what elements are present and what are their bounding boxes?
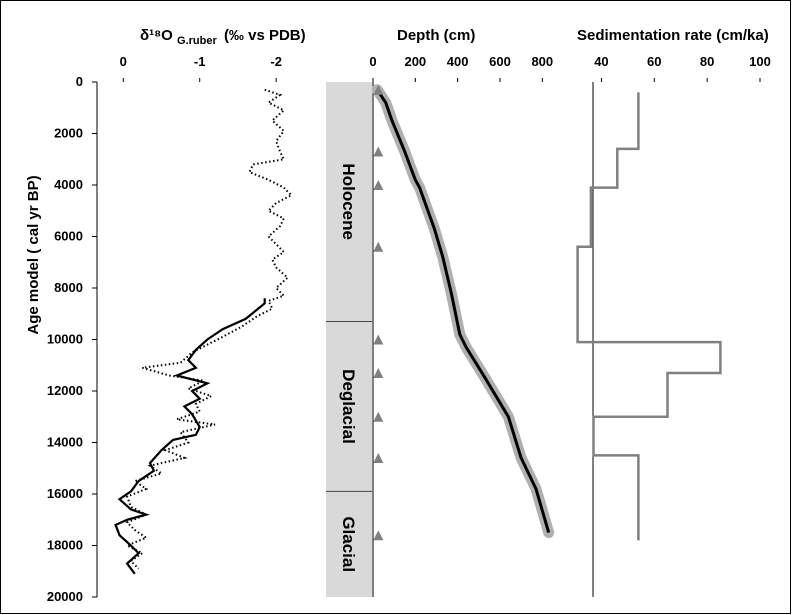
- d18o-series: [114, 88, 294, 575]
- age-control-triangle: [373, 180, 384, 190]
- x-tick-label: 100: [749, 54, 771, 69]
- age-axis-label: Age model ( cal yr BP): [25, 175, 42, 334]
- d18o-title: δ¹⁸O G.ruber (‰ vs PDB): [140, 27, 306, 48]
- x-tick-label: -2: [270, 54, 282, 69]
- d18o-solid-line: [114, 298, 266, 575]
- age-control-triangle: [373, 334, 384, 345]
- age-depth-series: [371, 84, 555, 539]
- x-tick-label: 800: [531, 54, 553, 69]
- d18o-dotted-line: [124, 88, 294, 570]
- depth-panel: Depth (cm) Holocene Deglacial Glacial 0 200…: [326, 27, 555, 597]
- age-control-triangle: [373, 241, 384, 252]
- d18o-panel: δ¹⁸O G.ruber (‰ vs PDB) 0 -1 -2 0 2000 4000 6…: [47, 27, 306, 604]
- age-tick-label: 20000: [47, 589, 83, 604]
- x-tick-label: 60: [647, 54, 661, 69]
- depth-x-ticks: 0 200 400 600 800: [369, 54, 553, 82]
- age-tick-label: 2000: [54, 126, 83, 141]
- x-tick-label: 0: [369, 54, 376, 69]
- age-tick-label: 0: [76, 74, 83, 89]
- age-y-ticks: 0 2000 4000 6000 8000 10000 12000 14000 16000 180…: [47, 74, 97, 604]
- stage-label: Deglacial: [339, 369, 358, 444]
- age-tick-label: 10000: [47, 332, 83, 347]
- age-tick-label: 14000: [47, 435, 83, 450]
- age-control-triangle: [373, 452, 384, 463]
- age-control-triangle: [373, 146, 384, 157]
- sedrate-series: [576, 92, 722, 541]
- sedrate-step-line: [576, 92, 722, 541]
- stage-band: Holocene Deglacial Glacial: [326, 82, 372, 597]
- age-control-points: [373, 84, 384, 541]
- stage-band-fill: [326, 82, 372, 597]
- age-tick-label: 8000: [54, 280, 83, 295]
- age-control-triangle: [373, 367, 384, 378]
- x-tick-label: 0: [120, 54, 127, 69]
- sedrate-title: Sedimentation rate (cm/ka): [577, 27, 769, 44]
- stage-label: Holocene: [339, 163, 358, 240]
- x-tick-label: 80: [700, 54, 714, 69]
- sedrate-panel: Sedimentation rate (cm/ka) 40 60 80 100: [576, 27, 771, 597]
- age-control-triangle: [373, 411, 384, 422]
- age-tick-label: 16000: [47, 486, 83, 501]
- x-tick-label: 200: [404, 54, 426, 69]
- age-tick-label: 12000: [47, 383, 83, 398]
- age-control-triangle: [373, 84, 384, 95]
- age-control-triangle: [373, 530, 384, 541]
- d18o-title-main: δ¹⁸O: [140, 27, 173, 44]
- age-tick-label: 18000: [47, 538, 83, 553]
- sedrate-x-ticks: 40 60 80 100: [594, 54, 771, 82]
- age-tick-label: 4000: [54, 177, 83, 192]
- x-tick-label: -1: [194, 54, 206, 69]
- age-tick-label: 6000: [54, 229, 83, 244]
- age-depth-line: [375, 88, 551, 534]
- x-tick-label: 40: [594, 54, 608, 69]
- d18o-x-ticks: 0 -1 -2: [120, 54, 282, 82]
- x-tick-label: 600: [489, 54, 511, 69]
- depth-title: Depth (cm): [397, 27, 475, 44]
- d18o-title-sub: G.ruber: [177, 35, 217, 47]
- d18o-title-unit: (‰ vs PDB): [224, 27, 306, 44]
- stage-label: Glacial: [339, 516, 358, 572]
- x-tick-label: 400: [447, 54, 469, 69]
